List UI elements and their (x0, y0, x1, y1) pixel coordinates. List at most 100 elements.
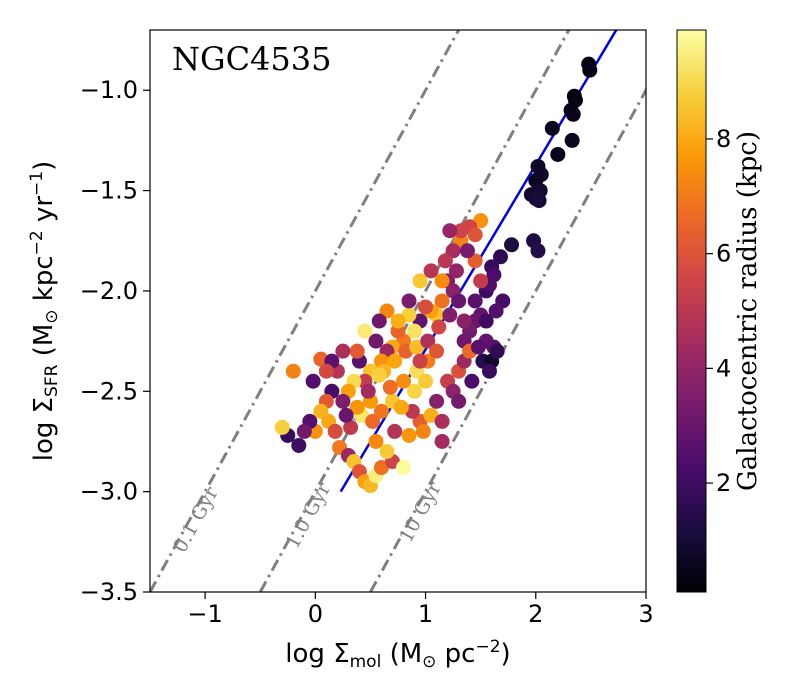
data-point (423, 407, 439, 423)
plot-area: 0.1 Gyr 1.0 Gyr 10 Gyr −1 0 1 2 3 −1.0 −1.5 −2… (80, 29, 654, 628)
data-point (373, 403, 389, 419)
x-tick-label: −1 (187, 600, 222, 628)
data-point (296, 423, 312, 439)
colorbar: 2 4 6 8 Galactocentric radius (kpc) (676, 29, 763, 593)
gyr-label-10: 10 Gyr (395, 478, 446, 547)
gyr-label-1p0: 1.0 Gyr (282, 478, 336, 552)
depletion-line-2 (369, 87, 646, 592)
data-point (360, 383, 376, 399)
data-point (448, 263, 464, 279)
x-axis-ticks: −1 0 1 2 3 (187, 592, 654, 628)
data-point (327, 423, 343, 439)
y-axis-label: log ΣSFR (M⊙ kpc−2 yr−1) (27, 161, 62, 462)
data-point (451, 293, 467, 309)
data-point (407, 383, 423, 399)
colorbar-tick-label: 4 (716, 354, 731, 382)
data-point (396, 373, 412, 389)
colorbar-label: Galactocentric radius (kpc) (733, 131, 763, 491)
data-point (434, 273, 450, 289)
data-point (349, 343, 365, 359)
data-point (434, 433, 450, 449)
y-tick-label: −2.0 (80, 277, 138, 305)
data-point (437, 253, 453, 269)
data-point (382, 379, 398, 395)
data-point (401, 293, 417, 309)
y-tick-label: −3.5 (80, 578, 138, 606)
data-point (431, 319, 447, 335)
data-point (434, 293, 450, 309)
data-point (396, 460, 412, 476)
data-point (530, 243, 546, 259)
data-point (565, 106, 581, 122)
data-point (453, 223, 469, 239)
x-tick-label: 1 (418, 600, 433, 628)
y-axis-ticks: −1.0 −1.5 −2.0 −2.5 −3.0 −3.5 (80, 76, 150, 606)
data-points (274, 56, 598, 494)
data-point (564, 132, 580, 148)
y-tick-label: −2.5 (80, 377, 138, 405)
data-point (368, 433, 384, 449)
data-point (489, 343, 505, 359)
data-point (387, 353, 403, 369)
colorbar-gradient (677, 30, 706, 592)
data-point (451, 393, 467, 409)
depletion-line-0 (150, 30, 460, 592)
data-point (478, 313, 494, 329)
plot-frame (149, 29, 647, 593)
data-point (365, 413, 381, 429)
data-point (393, 399, 409, 415)
x-tick-label: 0 (308, 600, 323, 628)
x-tick-label: 2 (528, 600, 543, 628)
x-tick-label: 3 (638, 600, 653, 628)
colorbar-tick-label: 2 (716, 469, 731, 497)
data-point (467, 293, 483, 309)
data-point (550, 146, 566, 162)
data-point (415, 423, 431, 439)
data-point (470, 339, 486, 355)
data-point (343, 419, 359, 435)
data-point (473, 273, 489, 289)
colorbar-ticks: 2 4 6 8 (706, 125, 731, 497)
data-point (434, 413, 450, 429)
data-point (504, 237, 520, 253)
data-point (285, 363, 301, 379)
data-point (335, 343, 351, 359)
data-point (407, 323, 423, 339)
data-point (418, 299, 434, 315)
data-point (368, 333, 384, 349)
data-point (379, 444, 395, 459)
data-point (335, 393, 351, 409)
data-point (544, 120, 560, 136)
data-point (371, 367, 387, 383)
y-tick-label: −3.0 (80, 478, 138, 506)
y-tick-label: −1.0 (80, 76, 138, 104)
data-point (467, 227, 483, 243)
data-point (412, 353, 428, 369)
data-point (371, 313, 387, 329)
y-tick-label: −1.5 (80, 177, 138, 205)
data-point (528, 191, 544, 207)
data-point (418, 373, 434, 389)
colorbar-tick-label: 6 (716, 240, 731, 268)
data-point (464, 373, 480, 389)
data-point (423, 263, 439, 279)
data-point (473, 213, 489, 229)
data-point (349, 399, 365, 415)
data-point (401, 427, 417, 443)
data-point (459, 243, 475, 259)
data-point (401, 307, 417, 323)
data-point (357, 323, 373, 339)
data-point (420, 333, 436, 349)
data-point (481, 363, 497, 379)
data-point (274, 419, 290, 435)
data-point (456, 313, 472, 329)
data-point (338, 407, 354, 423)
x-axis-label: log Σmol (M⊙ pc−2) (285, 637, 510, 672)
data-point (412, 273, 428, 289)
data-point (429, 393, 445, 409)
data-point (373, 460, 389, 476)
data-point (387, 423, 403, 439)
data-point (488, 303, 504, 319)
data-point (390, 313, 406, 329)
